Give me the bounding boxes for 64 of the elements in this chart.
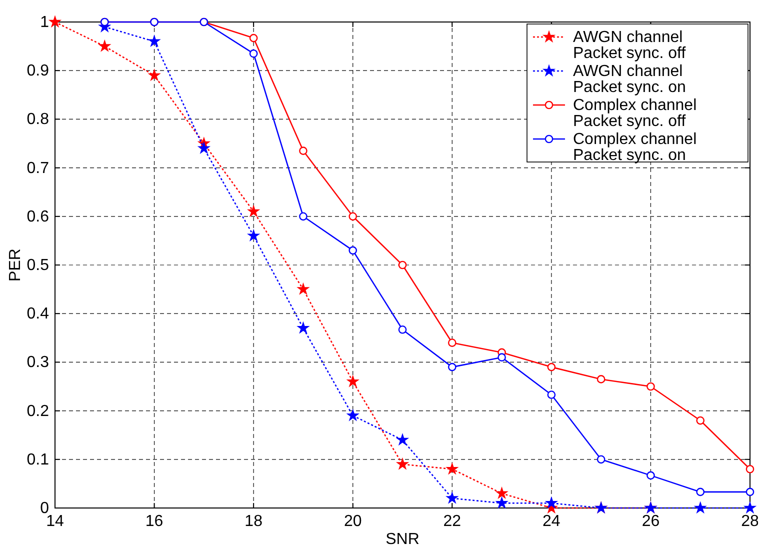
legend-label: AWGN channel Packet sync. on — [573, 63, 686, 96]
point — [348, 410, 358, 420]
point — [695, 502, 706, 513]
x-tick-label: 22 — [443, 513, 462, 530]
point — [397, 434, 408, 445]
point — [746, 488, 754, 496]
point — [696, 416, 705, 425]
point — [646, 382, 655, 391]
point — [398, 325, 407, 334]
point — [248, 206, 259, 216]
legend-label: Complex channel Packet sync. on — [573, 131, 697, 164]
y-tick-label: 0.4 — [26, 306, 50, 323]
x-tick-label: 26 — [642, 513, 660, 530]
point — [496, 488, 508, 498]
point — [298, 322, 309, 333]
y-tick-label: 0.5 — [26, 257, 50, 274]
point — [498, 353, 506, 362]
x-tick-label: 28 — [741, 513, 759, 530]
legend-label: AWGN channel Packet sync. off — [573, 29, 686, 62]
point — [547, 362, 556, 372]
x-tick-label: 24 — [542, 513, 560, 530]
y-tick-label: 0.2 — [26, 402, 50, 420]
point — [446, 492, 458, 503]
point — [348, 246, 358, 255]
y-tick-label: 0.7 — [26, 160, 50, 177]
point — [99, 40, 110, 51]
x-tick-label: 20 — [344, 513, 362, 530]
point — [547, 390, 556, 399]
y-tick-label: 0.8 — [26, 111, 50, 128]
point — [249, 49, 258, 58]
point — [448, 362, 456, 372]
point — [398, 260, 407, 270]
point — [546, 498, 557, 508]
point — [298, 284, 309, 294]
x-tick-label: 16 — [145, 513, 164, 530]
y-tick-label: 0.1 — [26, 451, 50, 468]
point — [50, 16, 60, 27]
point — [496, 498, 508, 508]
y-tick-label: 0.3 — [26, 354, 50, 372]
point — [198, 142, 210, 153]
point — [646, 471, 655, 480]
point — [249, 34, 258, 42]
point — [746, 464, 754, 474]
y-tick-label: 0.9 — [26, 62, 50, 80]
point — [448, 338, 456, 347]
legend-label: Complex channel Packet sync. off — [573, 97, 697, 130]
x-tick-label: 18 — [244, 513, 263, 530]
point — [596, 375, 606, 384]
point — [596, 455, 606, 464]
point — [446, 464, 458, 474]
point — [696, 488, 705, 496]
point — [148, 36, 160, 46]
point — [744, 502, 756, 513]
point — [299, 146, 308, 155]
point — [397, 458, 408, 469]
y-axis-title: PER — [7, 248, 24, 282]
point — [348, 376, 358, 386]
point — [299, 212, 308, 221]
y-tick-label: 1 — [40, 14, 50, 31]
y-tick-label: 0.6 — [26, 208, 50, 226]
x-axis-title: SNR — [386, 531, 420, 548]
point — [248, 230, 259, 240]
point — [148, 70, 160, 80]
point — [348, 212, 358, 221]
